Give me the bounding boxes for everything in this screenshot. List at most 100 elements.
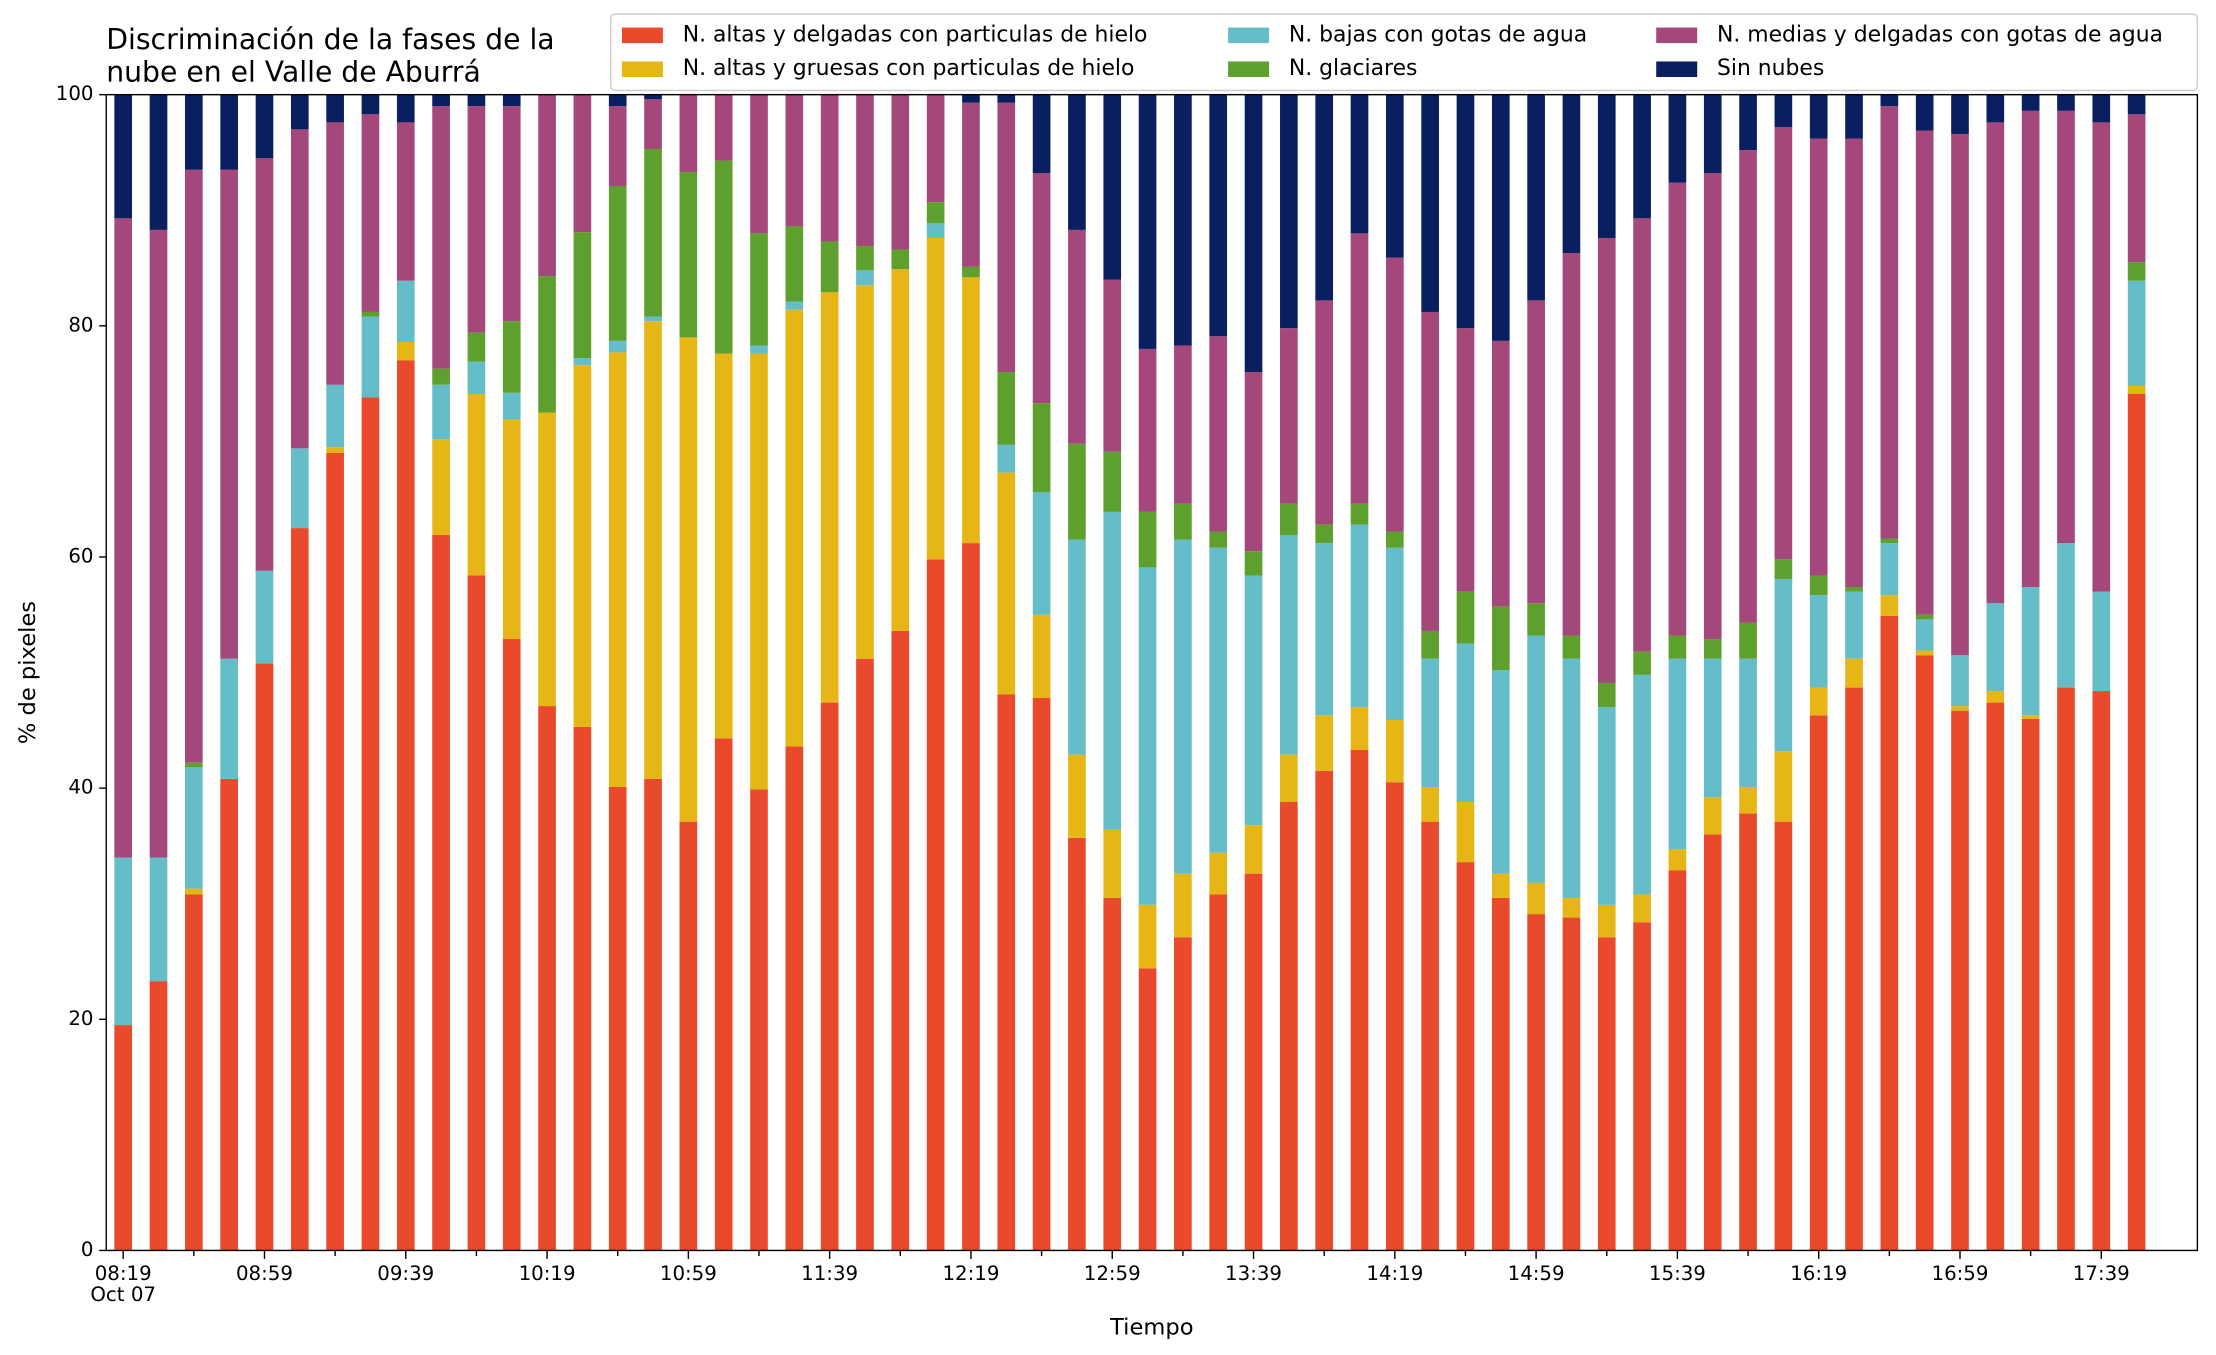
bar-segment [1527,882,1545,915]
bar-segment [1986,122,2005,604]
bar-segment [1845,658,1863,688]
bar-segment [1385,547,1404,720]
bar-segment [185,888,203,895]
legend-box [609,13,2199,92]
bar-segment [185,94,203,170]
bar-segment [1597,707,1616,905]
bar-segment [1809,595,1828,688]
bar-segment [750,233,768,346]
bar-segment [785,746,804,1251]
legend-swatch [1228,27,1270,44]
bar-segment [573,365,592,727]
bar-segment [573,726,592,1251]
bar-segment [1703,94,1722,174]
bar-segment [2127,114,2146,263]
bar-segment [185,894,203,1251]
legend-swatch [621,61,663,78]
bar-segment [1809,138,1828,576]
bar-segment [2057,543,2075,688]
bar-segment [1103,451,1122,512]
bar-segment [1880,538,1899,544]
bar-segment [1703,797,1722,835]
bar-segment [538,94,556,277]
x-tick-label: 16:59 [1932,1262,1989,1285]
bar-segment [502,321,521,393]
x-tick-label: 17:39 [2073,1262,2130,1285]
bar-segment [1809,687,1828,716]
bar-segment [1703,834,1722,1251]
bar-segment [1880,543,1899,596]
bar-segment [2021,110,2040,588]
bar-segment [255,570,274,664]
bar-segment [856,285,874,659]
bar-segment [1562,897,1581,918]
bar-segment [1032,94,1051,174]
y-axis-label: % de pixeles [15,601,41,744]
x-tick-label: 14:19 [1366,1262,1423,1285]
bar-segment [962,102,980,267]
bar-segment [432,535,450,1251]
bar-segment [750,94,768,234]
bar-segment [1174,345,1192,504]
bar-segment [1809,715,1828,1251]
bar-segment [1032,173,1051,404]
x-tick-label: 12:59 [1084,1262,1141,1285]
bar-segment [891,249,910,270]
legend-swatch [1656,27,1698,44]
bar-segment [361,114,380,312]
bar-segment [1951,710,1969,1251]
bar-segment [1421,786,1439,822]
bar-segment [1633,674,1651,895]
bar-segment [1280,754,1298,803]
bar-segment [1068,837,1086,1251]
x-tick-label: 08:19 [95,1262,152,1285]
bar-segment [2092,122,2111,592]
bar-segment [149,857,168,982]
bar-segment [1703,639,1722,659]
bar-segment [1103,279,1122,452]
bar-segment [2021,715,2040,719]
bar-segment [1138,511,1157,568]
bar-segment [220,94,238,170]
bar-segment [2127,94,2146,115]
bar-segment [114,1025,133,1251]
bar-segment [1456,643,1475,803]
bar-segment [361,311,380,317]
bar-segment [1068,539,1086,755]
bar-segment [361,316,380,398]
y-tick-label: 60 [68,544,93,567]
y-tick-label: 100 [56,82,94,105]
bar-segment [1951,133,1969,656]
bar-segment [962,277,980,544]
bar-segment [1951,94,1969,134]
bar-segment [1915,619,1934,651]
chart-title: nube en el Valle de Aburrá [106,55,481,88]
bar-segment [1915,94,1934,131]
bar-segment [1527,635,1545,883]
y-tick-label: 80 [68,313,93,336]
bar-segment [926,559,945,1251]
bar-segment [1633,218,1651,652]
bar-segment [926,202,945,223]
x-tick-label: 12:19 [942,1262,999,1285]
bar-segment [1456,591,1475,644]
bar-segment [750,789,768,1251]
bar-segment [396,280,415,343]
bar-segment [962,543,980,1251]
bar-segment [502,419,521,640]
bar-segment [1032,403,1051,493]
bar-segment [1880,94,1899,107]
bar-segment [1668,94,1687,183]
bar-segment [114,857,133,1026]
x-tick-label: 08:59 [236,1262,293,1285]
bar-segment [1244,551,1263,576]
bar-segment [750,345,768,354]
bar-segment [608,340,627,353]
bar-segment [1068,754,1086,838]
bar-segment [1103,829,1122,898]
bar-segment [396,122,415,281]
bar-segment [467,575,486,1251]
bar-segment [750,353,768,790]
bar-segment [2057,94,2075,111]
bar-segment [785,94,804,227]
